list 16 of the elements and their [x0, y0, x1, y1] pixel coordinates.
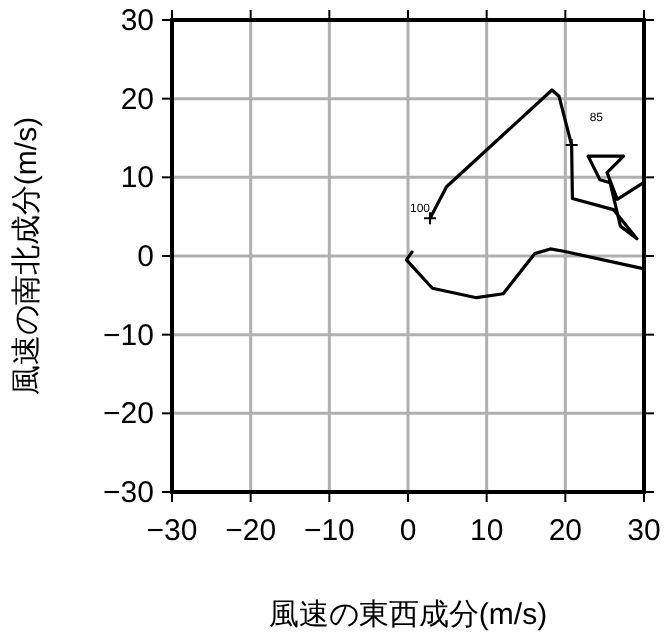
x-tick-label: 20: [548, 514, 583, 548]
y-tick-label: 20: [120, 82, 154, 117]
x-tick-label: −10: [303, 514, 355, 548]
y-axis-title: 風速の南北成分(m/s): [10, 116, 44, 396]
x-tick-label: −20: [225, 514, 277, 548]
y-tick-label: 30: [120, 4, 154, 38]
x-tick-label: 30: [627, 514, 661, 548]
y-tick-label: −20: [103, 397, 154, 432]
x-axis-title: 風速の東西成分(m/s): [268, 598, 548, 632]
x-tick-label: 0: [399, 514, 417, 548]
y-tick-label: −30: [103, 476, 154, 510]
y-tick-label: 0: [137, 240, 154, 274]
y-tick-label: −10: [103, 318, 154, 353]
x-tick-label: −30: [146, 514, 198, 548]
y-tick-label: 10: [120, 161, 154, 196]
x-tick-label: 10: [469, 514, 504, 548]
